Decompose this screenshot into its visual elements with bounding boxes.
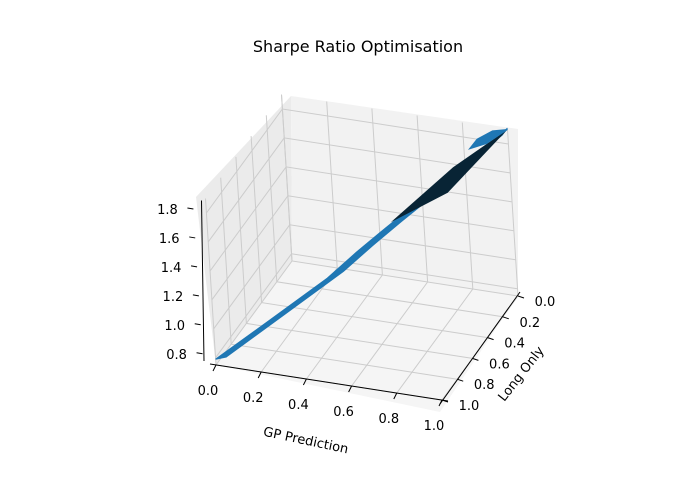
x-axis-line (209, 363, 449, 402)
pane-back (291, 96, 518, 296)
y-tick-label: 0.8 (474, 378, 495, 393)
z-grid-line (205, 108, 509, 214)
y-tick-mark (517, 295, 525, 299)
x-tick-mark (348, 385, 353, 393)
x-axis-label: GP Prediction (262, 425, 350, 458)
y-grid-line (220, 177, 458, 380)
z-tick-label: 1.2 (163, 290, 184, 305)
y-tick-label: 0.0 (535, 295, 556, 310)
z-axis-line (201, 200, 205, 362)
y-grid-line (235, 156, 473, 359)
x-tick-mark (302, 378, 307, 386)
y-tick-mark (487, 337, 494, 341)
axes-panes (196, 96, 518, 412)
surface-ribbon (215, 127, 508, 360)
y-tick-mark (457, 378, 464, 382)
surface (215, 127, 508, 360)
x-tick-label: 0.8 (378, 412, 399, 427)
x-tick-label: 1.0 (424, 419, 445, 434)
grid-lines (205, 94, 519, 401)
chart-title: Sharpe Ratio Optimisation (253, 37, 463, 56)
z-tick-label: 1.6 (159, 232, 180, 247)
x-tick-mark (257, 371, 262, 379)
pane-floor (216, 261, 518, 412)
y-grid-line (265, 115, 503, 318)
z-tick-label: 1.4 (161, 261, 182, 276)
y-grid-line (281, 94, 519, 297)
z-tick-mark (192, 294, 199, 297)
x-tick-label: 0.0 (198, 384, 219, 399)
z-tick-label: 0.8 (166, 348, 187, 363)
surface-curl (467, 129, 508, 150)
y-grid-line (250, 136, 488, 339)
y-axis-label: Long Only (496, 344, 548, 405)
x-grid-line (396, 122, 474, 394)
y-tick-label: 0.4 (504, 337, 525, 352)
y-tick-mark (502, 316, 509, 320)
x-tick-mark (438, 399, 443, 407)
z-tick-mark (187, 207, 194, 210)
z-tick-label: 1.0 (164, 319, 185, 334)
y-tick-label: 0.6 (489, 357, 510, 372)
x-grid-line (351, 115, 429, 387)
x-tick-mark (212, 364, 217, 372)
x-tick-label: 0.4 (288, 398, 309, 413)
z-grid-line (211, 195, 514, 301)
y-tick-mark (441, 399, 449, 403)
y-axis-line (439, 291, 521, 405)
z-grid-line (215, 253, 518, 359)
surface-underside (390, 129, 508, 223)
x-grid-line (305, 108, 383, 380)
z-tick-mark (196, 352, 203, 355)
x-tick-label: 0.6 (333, 405, 354, 420)
tick-labels: 0.0 0.2 0.4 0.6 0.8 1.0 0.0 0.2 0.4 0.6 0.8 1.0 0.8 1… (157, 203, 555, 434)
x-tick-label: 0.2 (243, 391, 264, 406)
y-tick-label: 1.0 (459, 399, 480, 414)
z-tick-label: 1.8 (157, 203, 178, 218)
z-tick-mark (189, 236, 196, 239)
axis-lines (187, 200, 525, 407)
z-tick-mark (190, 265, 198, 268)
z-tick-mark (194, 323, 201, 326)
pane-left (196, 96, 292, 365)
x-tick-mark (393, 392, 398, 400)
y-tick-label: 0.2 (519, 316, 540, 331)
x-grid-line (260, 101, 338, 373)
y-tick-mark (472, 357, 479, 361)
z-grid-line (213, 224, 516, 330)
z-grid-line (207, 137, 511, 243)
